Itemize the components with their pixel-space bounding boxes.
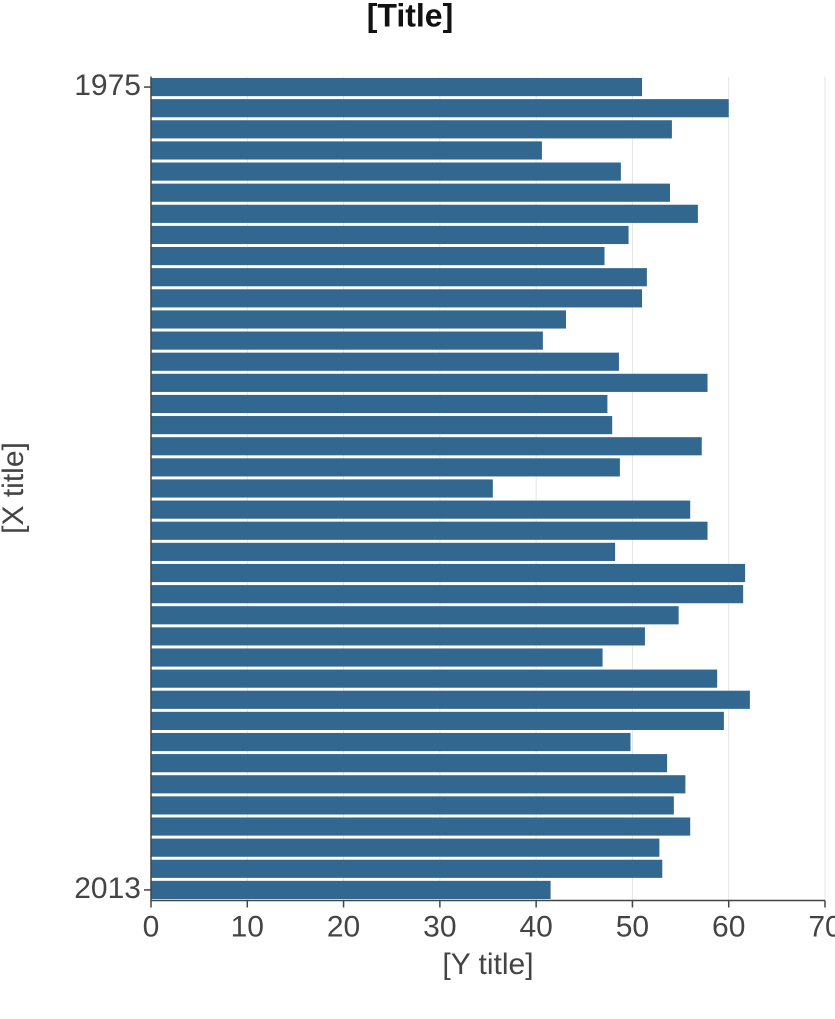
bar [151,880,551,900]
x-tick-label: 20 [327,910,360,943]
bar [151,204,698,223]
y-tick-label: 1975 [74,69,141,102]
bar [151,416,613,435]
bar [151,331,543,350]
bar [151,247,605,266]
bar [151,754,668,773]
bar [151,352,619,371]
bar [151,563,746,583]
x-tick-label: 30 [423,910,456,943]
bar [151,669,718,688]
bar [151,521,708,540]
bar [151,310,566,329]
bar [151,479,493,498]
bar [151,500,691,519]
bar [151,289,643,308]
x-axis-title: [Y title] [442,948,533,981]
bar [151,141,542,160]
x-tick-label: 10 [231,910,264,943]
bar [151,458,620,477]
x-tick-label: 50 [616,910,649,943]
x-tick-label: 40 [519,910,552,943]
bar [151,796,674,815]
bar [151,732,631,752]
x-tick-label: 60 [712,910,745,943]
bar [151,373,708,392]
chart-title: [Title] [367,0,454,33]
bar [151,648,603,667]
bar [151,859,663,878]
bar [151,77,643,97]
bar [151,585,744,604]
bar [151,120,672,139]
x-tick-label: 0 [143,910,160,943]
bar [151,690,750,709]
bar [151,711,724,730]
bar [151,542,616,561]
bar [151,225,629,245]
bar [151,627,645,646]
x-tick-label: 70 [808,910,835,943]
bar [151,162,621,181]
bar [151,183,670,202]
bar [151,775,686,794]
bar [151,838,660,857]
bar [151,394,608,414]
bar [151,606,679,625]
bar [151,268,647,287]
bar [151,99,729,118]
y-axis-title: [X title] [0,442,30,534]
bar [151,817,691,836]
y-tick-label: 2013 [74,872,141,905]
bar [151,437,702,456]
